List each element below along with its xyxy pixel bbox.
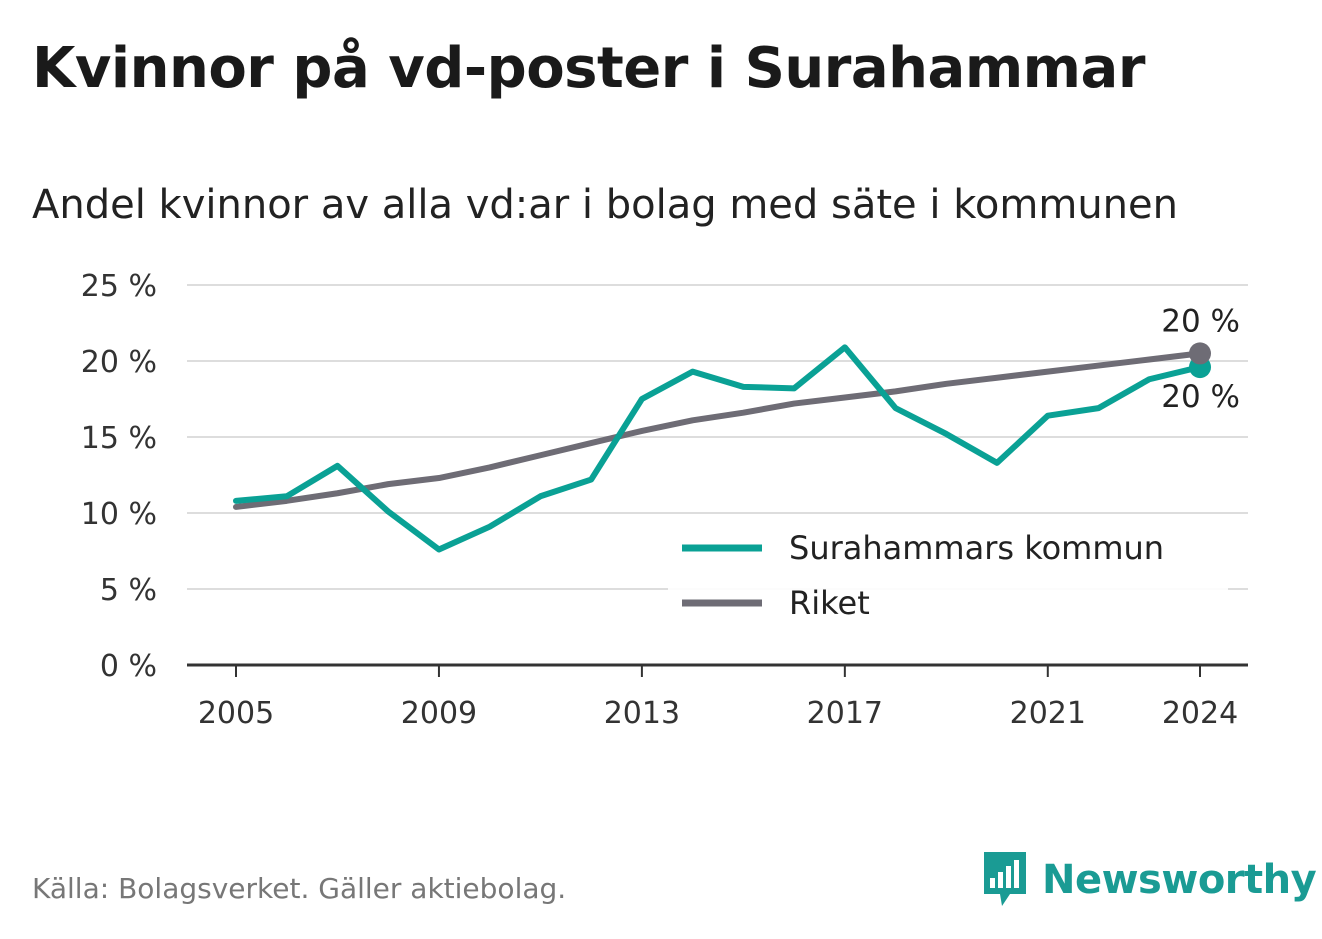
newsworthy-logo-icon [984,852,1026,906]
series-line-riket [233,350,1203,510]
end-label-surahammar: 20 % [1161,379,1240,415]
y-tick-label: 20 % [81,345,157,380]
x-tick-label: 2024 [1162,696,1238,731]
chart-subtitle: Andel kvinnor av alla vd:ar i bolag med … [32,182,1178,228]
legend: Surahammars kommun Riket [668,515,1228,623]
y-tick-label: 15 % [81,421,157,456]
y-tick-label: 5 % [100,573,157,608]
y-axis-ticks: 0 % 5 % 10 % 15 % 20 % 25 % [81,269,157,684]
y-tick-label: 0 % [100,649,157,684]
x-tick-label: 2017 [807,696,883,731]
series-line-surahammar [233,344,1203,553]
series-lines [233,344,1203,553]
newsworthy-logo: Newsworthy [980,850,1317,910]
legend-label-surahammar: Surahammars kommun [789,529,1164,567]
y-tick-label: 10 % [81,497,157,532]
series-endpoints: 20 % 20 % [1161,303,1240,415]
legend-label-riket: Riket [789,584,870,622]
chart-title: Kvinnor på vd-poster i Surahammar [32,36,1145,101]
x-tick-label: 2021 [1010,696,1086,731]
source-note: Källa: Bolagsverket. Gäller aktiebolag. [32,872,567,905]
x-tick-label: 2009 [401,696,477,731]
endpoint-riket [1189,342,1211,365]
x-axis: 2005 2009 2013 2017 2021 2024 [187,663,1248,731]
end-label-riket: 20 % [1161,303,1240,339]
newsworthy-logo-text: Newsworthy [1042,857,1317,903]
x-tick-label: 2013 [604,696,680,731]
x-tick-label: 2005 [198,696,274,731]
y-tick-label: 25 % [81,269,157,304]
